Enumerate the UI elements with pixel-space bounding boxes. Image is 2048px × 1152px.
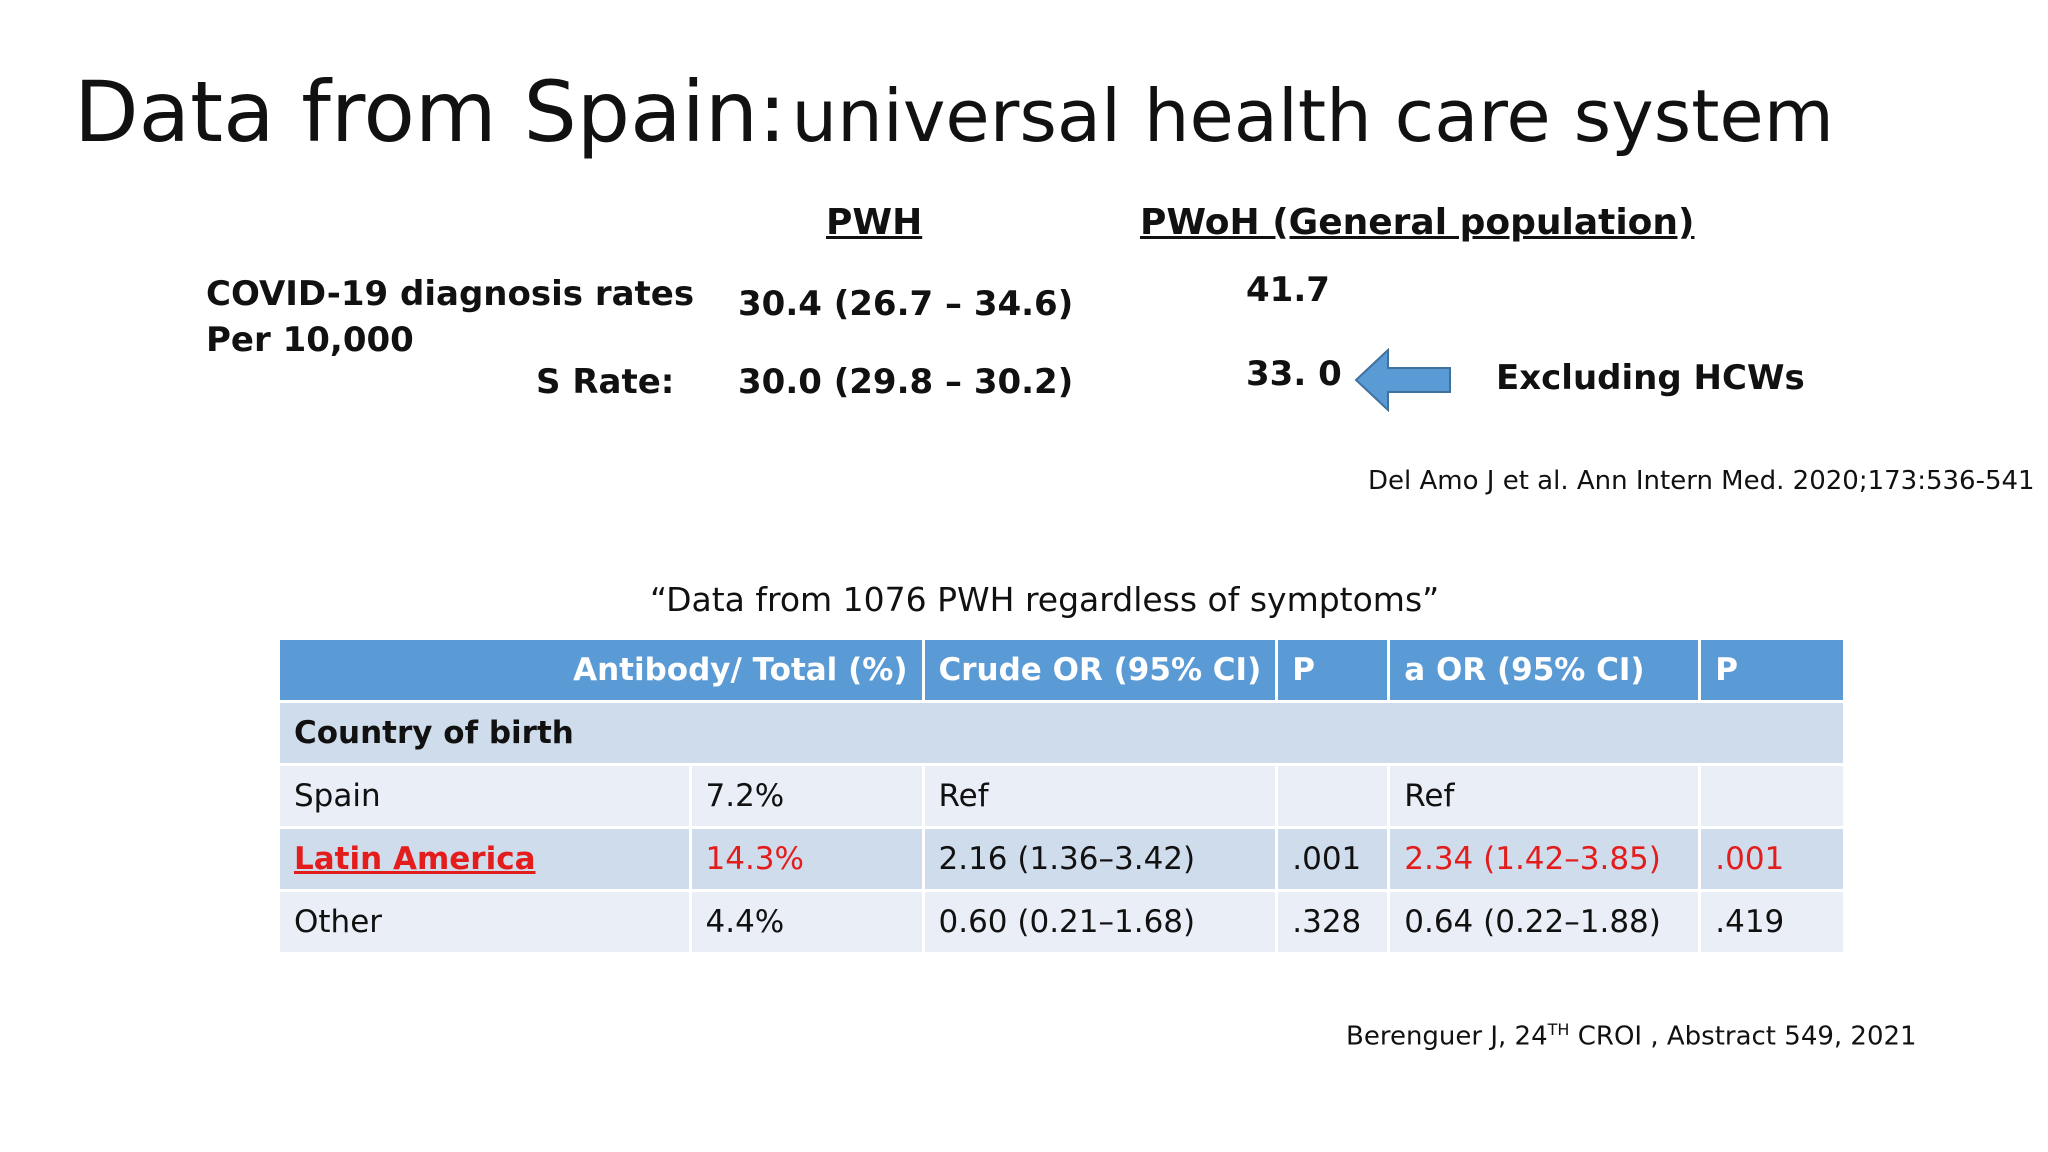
column-header-pwoh: PWoH (General population) [1140, 202, 1695, 243]
cell-p1: .328 [1276, 890, 1391, 955]
table-row: Latin America 14.3% 2.16 (1.36–3.42) .00… [280, 827, 1843, 892]
left-arrow-icon [1354, 348, 1451, 412]
table-row: Spain 7.2% Ref Ref [280, 764, 1843, 829]
table-row: Other 4.4% 0.60 (0.21–1.68) .328 0.64 (0… [280, 890, 1843, 955]
section-country-of-birth: Country of birth [280, 701, 1843, 766]
cell-a-or: 0.64 (0.22–1.88) [1388, 890, 1702, 955]
reference-berenguer-prefix: Berenguer J, 24 [1346, 1021, 1548, 1052]
row-label: Latin America [280, 827, 692, 892]
rates-label-line2: Per 10,000 [206, 320, 414, 360]
header-crude-or: Crude OR (95% CI) [923, 640, 1279, 703]
cell-crude-or: 2.16 (1.36–3.42) [923, 827, 1279, 892]
pwh-rate: 30.4 (26.7 – 34.6) [738, 284, 1074, 324]
cell-crude-or: 0.60 (0.21–1.68) [923, 890, 1279, 955]
pwh-s-rate: 30.0 (29.8 – 30.2) [738, 362, 1074, 402]
reference-berenguer-superscript: TH [1547, 1020, 1570, 1039]
pwoh-rate: 41.7 [1246, 270, 1330, 310]
excluding-hcws-note: Excluding HCWs [1496, 358, 1805, 398]
pwoh-s-rate: 33. 0 [1246, 354, 1342, 394]
header-antibody: Antibody/ Total (%) [280, 640, 925, 703]
cell-a-or: Ref [1388, 764, 1702, 829]
rates-label-line1: COVID-19 diagnosis rates [206, 274, 695, 314]
header-p2: P [1699, 640, 1843, 703]
s-rate-label: S Rate: [536, 362, 675, 402]
table-header-row: Antibody/ Total (%) Crude OR (95% CI) P … [280, 640, 1843, 703]
title-part1: Data from Spain: [74, 63, 787, 161]
cell-p2: .001 [1699, 827, 1843, 892]
cell-p1: .001 [1276, 827, 1391, 892]
reference-berenguer-suffix: CROI , Abstract 549, 2021 [1569, 1021, 1917, 1052]
slide-title: Data from Spain: universal health care s… [74, 62, 1834, 163]
header-p1: P [1276, 640, 1391, 703]
cell-antibody: 14.3% [690, 827, 925, 892]
cell-antibody: 4.4% [690, 890, 925, 955]
title-part2: universal health care system [791, 74, 1834, 158]
cell-crude-or: Ref [923, 764, 1279, 829]
cell-antibody: 7.2% [690, 764, 925, 829]
row-label: Other [280, 890, 692, 955]
cell-p1 [1276, 764, 1391, 829]
section-row: Country of birth [280, 701, 1843, 766]
row-label: Spain [280, 764, 692, 829]
cell-a-or: 2.34 (1.42–3.85) [1388, 827, 1702, 892]
reference-del-amo: Del Amo J et al. Ann Intern Med. 2020;17… [1368, 466, 2035, 496]
reference-berenguer: Berenguer J, 24TH CROI , Abstract 549, 2… [1346, 1020, 1917, 1052]
column-header-pwh: PWH [826, 202, 923, 243]
cell-p2: .419 [1699, 890, 1843, 955]
cell-p2 [1699, 764, 1843, 829]
antibody-table: Antibody/ Total (%) Crude OR (95% CI) P … [280, 640, 1843, 955]
latin-america-link[interactable]: Latin America [294, 841, 536, 877]
header-a-or: a OR (95% CI) [1388, 640, 1702, 703]
data-quote: “Data from 1076 PWH regardless of sympto… [650, 580, 1440, 619]
